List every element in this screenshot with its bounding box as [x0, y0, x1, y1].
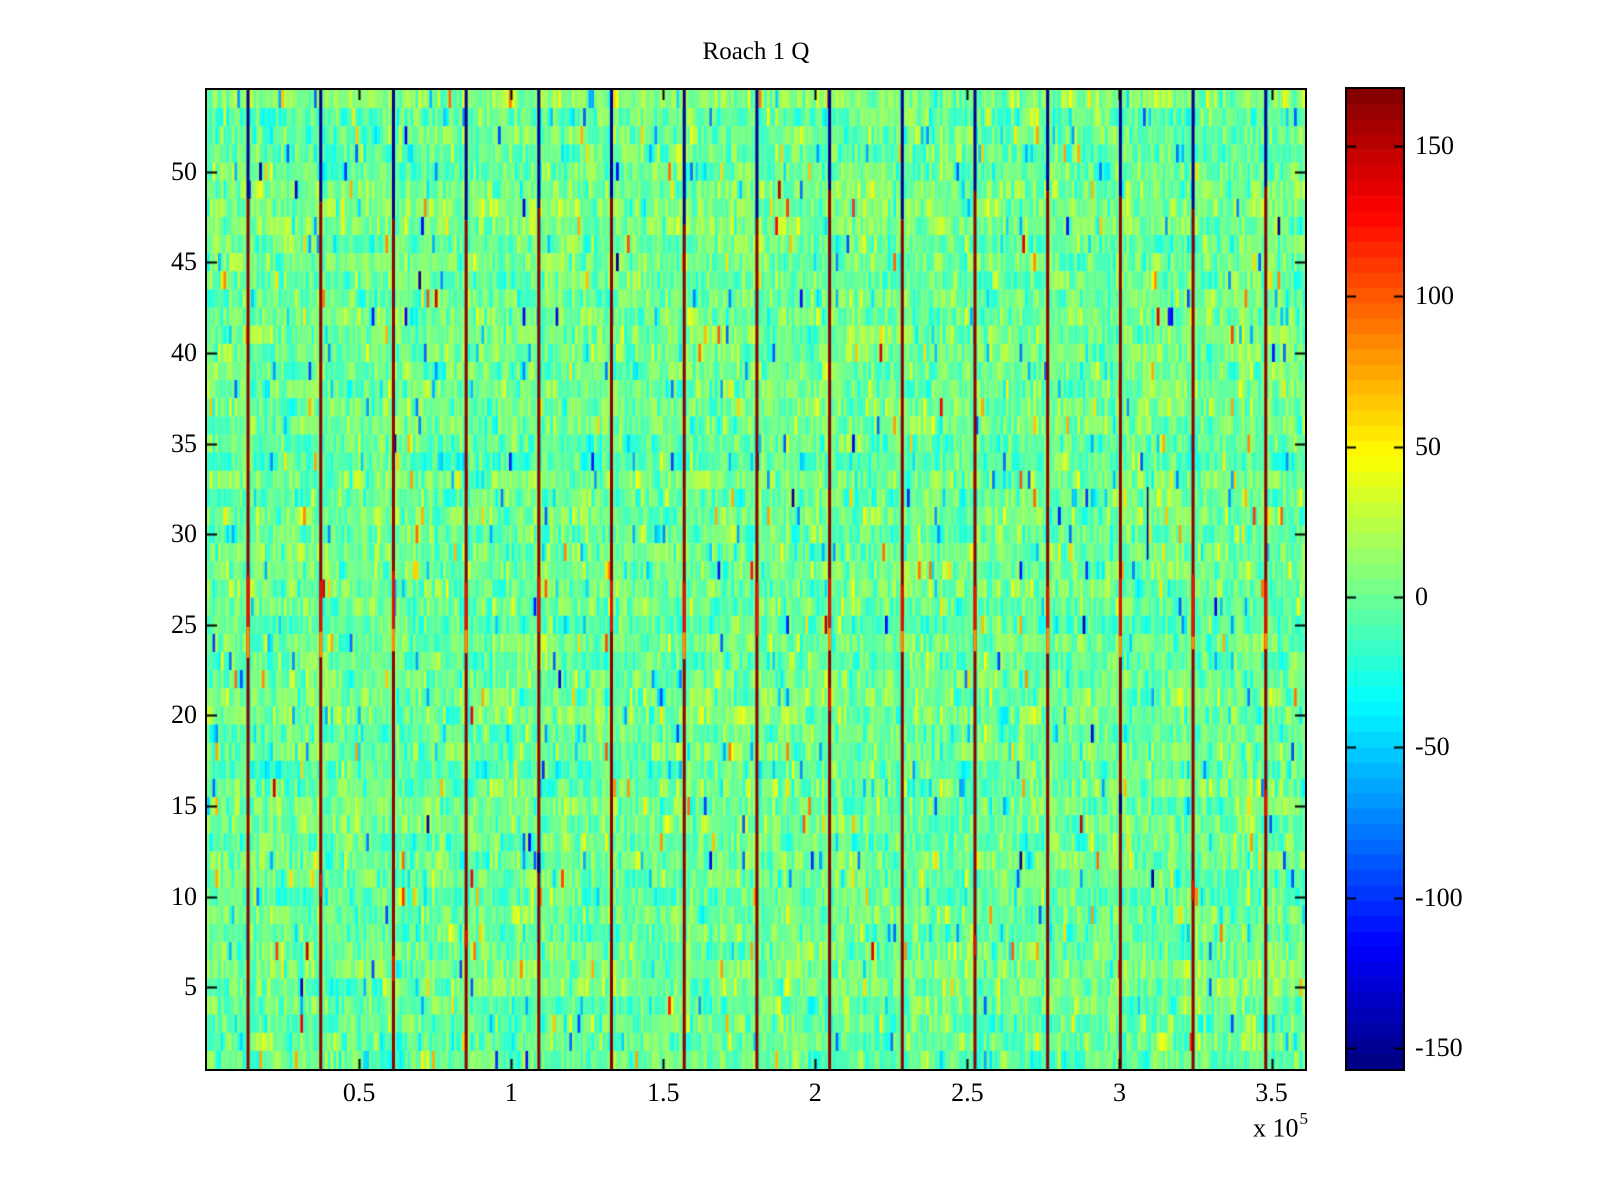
- exponent-power-text: 5: [1299, 1109, 1309, 1128]
- y-tick-label: 20: [171, 700, 197, 730]
- y-tick-label: 10: [171, 881, 197, 911]
- colorbar-tick-label: -50: [1415, 732, 1450, 762]
- chart-title: Roach 1 Q: [702, 38, 810, 65]
- y-tick-label: 40: [171, 337, 197, 367]
- colorbar-tick-label: 100: [1415, 281, 1454, 311]
- colorbar: [1345, 87, 1405, 1071]
- exponent-base-text: x 10: [1253, 1113, 1299, 1143]
- x-tick-label: 0.5: [342, 1078, 376, 1107]
- colorbar-tick-label: 50: [1415, 431, 1441, 461]
- y-tick-label: 50: [171, 156, 197, 186]
- y-tick-label: 15: [171, 791, 197, 821]
- x-tick-label: 3.5: [1255, 1078, 1288, 1107]
- colorbar-tick-label: 0: [1415, 582, 1428, 612]
- y-tick-label: 25: [171, 609, 197, 639]
- colorbar-tick-label: -100: [1415, 882, 1463, 912]
- heatmap-canvas: [207, 90, 1305, 1069]
- y-tick-label: 5: [184, 972, 197, 1002]
- x-tick-label: 2.5: [951, 1078, 984, 1107]
- colorbar-tick-label: -150: [1415, 1032, 1463, 1062]
- colorbar-tick-label: 150: [1415, 131, 1454, 161]
- colorbar-canvas: [1347, 89, 1403, 1069]
- x-tick-label: 2: [808, 1078, 822, 1107]
- x-tick-label: 1: [504, 1078, 518, 1107]
- y-tick-label: 30: [171, 519, 197, 549]
- y-tick-label: 45: [171, 247, 197, 277]
- x-tick-label: 1.5: [646, 1078, 680, 1107]
- y-tick-label: 35: [171, 428, 197, 458]
- x-tick-label: 3: [1112, 1078, 1126, 1107]
- heatmap-plot-area: [205, 88, 1307, 1071]
- x-axis-exponent-label: x 105: [1107, 1109, 1309, 1144]
